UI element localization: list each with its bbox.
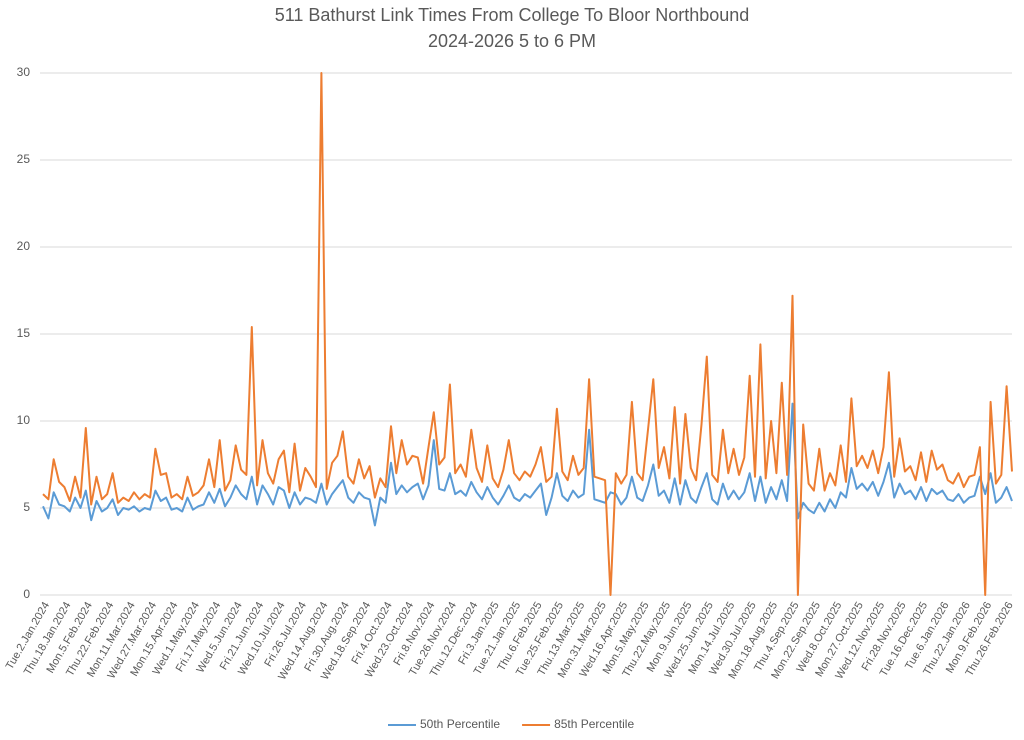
y-tick-label: 15 bbox=[17, 326, 31, 340]
series-line bbox=[42, 72, 1013, 596]
legend-label: 50th Percentile bbox=[420, 717, 500, 731]
y-tick-label: 30 bbox=[17, 65, 31, 79]
chart-title: 511 Bathurst Link Times From College To … bbox=[275, 5, 750, 25]
y-tick-label: 5 bbox=[23, 500, 30, 514]
y-tick-label: 25 bbox=[17, 152, 31, 166]
y-tick-label: 20 bbox=[17, 239, 31, 253]
legend-label: 85th Percentile bbox=[554, 717, 634, 731]
series-line bbox=[42, 402, 1013, 527]
y-tick-label: 0 bbox=[23, 587, 30, 601]
chart-subtitle: 2024-2026 5 to 6 PM bbox=[428, 31, 596, 51]
y-tick-label: 10 bbox=[17, 413, 31, 427]
